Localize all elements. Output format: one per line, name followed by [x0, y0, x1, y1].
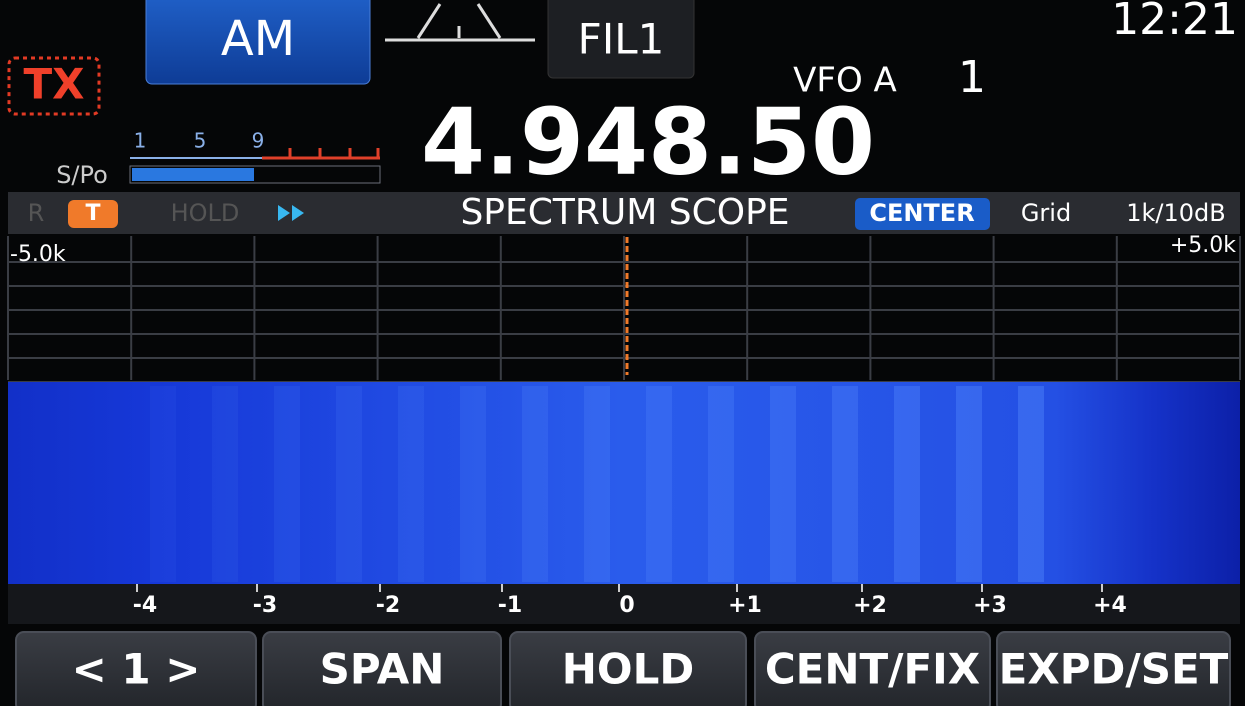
- waterfall-stripe: [336, 386, 362, 582]
- span-right: +5.0k: [1170, 233, 1236, 258]
- meter-scale-label: 5: [194, 129, 207, 153]
- indicator-hold: HOLD: [171, 199, 240, 227]
- waterfall-stripes: [150, 386, 1044, 582]
- waterfall: [8, 382, 1240, 584]
- scale-label: +4: [1093, 593, 1127, 618]
- scale-label: +1: [728, 593, 762, 618]
- waterfall-stripe: [460, 386, 486, 582]
- waterfall-stripe: [894, 386, 920, 582]
- tx: TX: [23, 60, 84, 109]
- scale-label: -2: [376, 593, 400, 618]
- radio-screen: AM FIL1 12:21 TX VFO A 1 4.948.50 S/Po 1…: [0, 0, 1245, 706]
- waterfall-stripe: [274, 386, 300, 582]
- frequency: 4.948.50: [421, 88, 875, 195]
- soft-button[interactable]: EXPD/SET: [997, 632, 1230, 706]
- meter-fill: [132, 168, 254, 181]
- scope-mode: CENTER: [869, 199, 974, 227]
- button-row: < 1 > SPAN HOLD CENT/FIX EXPD/SET: [16, 632, 1230, 706]
- waterfall-stripe: [770, 386, 796, 582]
- waterfall-stripe: [398, 386, 424, 582]
- waterfall-stripe: [150, 386, 176, 582]
- soft-button[interactable]: < 1 >: [16, 632, 256, 706]
- waterfall-stripe: [212, 386, 238, 582]
- button-label: HOLD: [562, 645, 694, 694]
- indicator-t: T: [85, 201, 100, 226]
- meter-scale-label: 9: [252, 129, 265, 153]
- scale-label: -1: [498, 593, 522, 618]
- meter-label: S/Po: [56, 161, 108, 189]
- scale-label: -3: [253, 593, 277, 618]
- clock: 12:21: [1111, 0, 1238, 45]
- scale-label: +3: [973, 593, 1007, 618]
- soft-button[interactable]: CENT/FIX: [755, 632, 990, 706]
- button-label: CENT/FIX: [765, 645, 980, 694]
- scope-grid: Grid: [1021, 199, 1071, 227]
- button-label: EXPD/SET: [999, 645, 1229, 694]
- indicator-r: R: [28, 199, 45, 227]
- scale-label: +2: [853, 593, 887, 618]
- waterfall-stripe: [646, 386, 672, 582]
- meter-scale-label: 1: [134, 129, 147, 153]
- button-label: SPAN: [320, 645, 445, 694]
- waterfall-stripe: [708, 386, 734, 582]
- memory: 1: [958, 52, 986, 103]
- soft-button[interactable]: SPAN: [263, 632, 501, 706]
- button-label: < 1 >: [72, 645, 201, 694]
- waterfall-stripe: [956, 386, 982, 582]
- scope-ref: 1k/10dB: [1126, 199, 1226, 227]
- filter: FIL1: [578, 15, 665, 64]
- waterfall-stripe: [1018, 386, 1044, 582]
- scope-title: SPECTRUM SCOPE: [460, 192, 789, 233]
- scale-label: -4: [133, 593, 157, 618]
- soft-button[interactable]: HOLD: [510, 632, 746, 706]
- waterfall-stripe: [584, 386, 610, 582]
- scale-label: 0: [619, 593, 634, 618]
- mode: AM: [221, 11, 295, 67]
- span-left: -5.0k: [10, 242, 66, 267]
- waterfall-stripe: [832, 386, 858, 582]
- waterfall-stripe: [522, 386, 548, 582]
